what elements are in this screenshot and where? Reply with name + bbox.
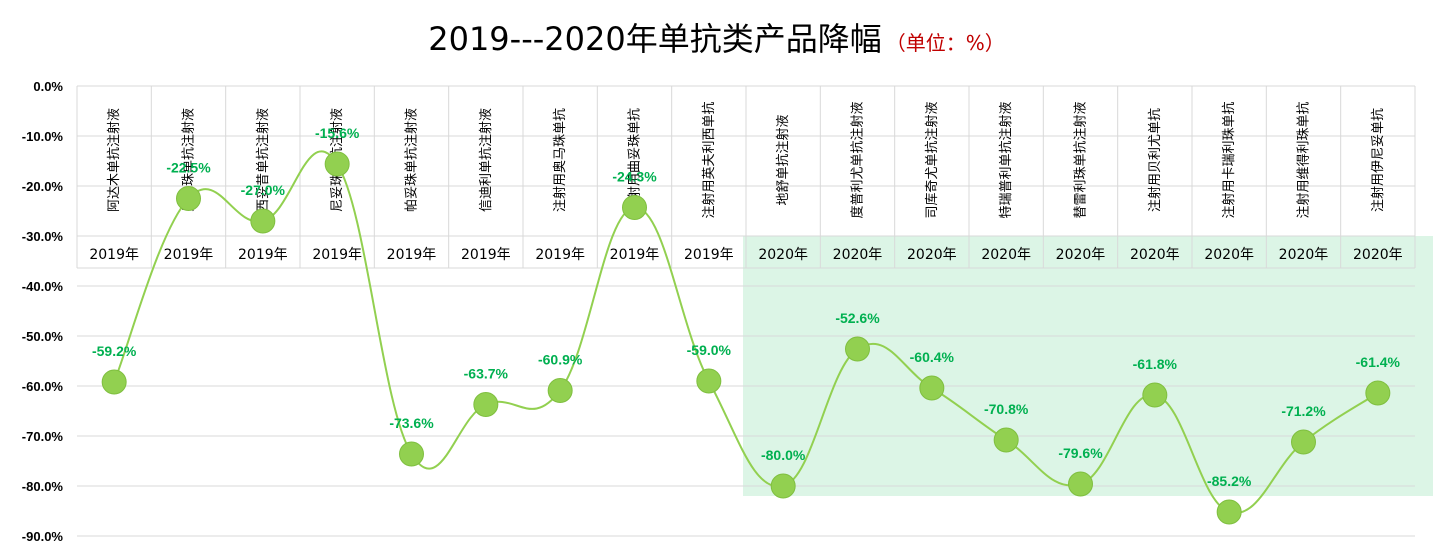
data-label: -85.2% <box>1207 473 1252 489</box>
y-tick-label: 0.0% <box>33 79 63 94</box>
data-label: -80.0% <box>761 447 806 463</box>
year-label: 2020年 <box>907 247 957 263</box>
year-label: 2019年 <box>610 247 660 263</box>
year-label: 2019年 <box>89 247 139 263</box>
product-name-label: 贝伐珠单抗注射液 <box>181 108 197 212</box>
year-label: 2019年 <box>164 247 214 263</box>
product-name-label: 注射用伊尼妥单抗 <box>1370 108 1386 212</box>
year-label: 2020年 <box>1204 247 1254 263</box>
data-point <box>1365 380 1391 406</box>
data-label: -24.3% <box>612 169 657 185</box>
data-label: -73.6% <box>389 415 434 431</box>
data-point <box>993 427 1019 453</box>
data-label: -60.4% <box>910 349 955 365</box>
data-point <box>101 369 127 395</box>
data-label: -61.4% <box>1356 354 1401 370</box>
unit-note: （单位：%） <box>885 31 1005 55</box>
data-label: -60.9% <box>538 352 583 368</box>
product-name-label: 特瑞普利单抗注射液 <box>998 101 1014 218</box>
product-name-label: 度普利尤单抗注射液 <box>850 101 866 218</box>
product-name-label: 替雷利珠单抗注射液 <box>1073 101 1089 218</box>
year-label: 2020年 <box>1056 247 1106 263</box>
product-name-label: 司库奇尤单抗注射液 <box>924 101 940 218</box>
y-tick-label: -40.0% <box>22 279 64 294</box>
data-label: -71.2% <box>1281 403 1326 419</box>
year-label: 2020年 <box>833 247 883 263</box>
year-label: 2020年 <box>1279 247 1329 263</box>
y-tick-label: -50.0% <box>22 329 64 344</box>
data-point <box>1068 471 1093 497</box>
data-point <box>547 378 573 403</box>
product-name-label: 注射用卡瑞利珠单抗 <box>1221 101 1237 218</box>
product-name-label: 西妥昔单抗注射液 <box>255 108 271 212</box>
data-label: -70.8% <box>984 401 1029 417</box>
data-label: -27.0% <box>241 182 286 198</box>
data-label: -15.6% <box>315 125 360 141</box>
product-name-label: 注射用奥马珠单抗 <box>552 108 568 212</box>
data-label: -59.0% <box>687 342 732 358</box>
data-label: -61.8% <box>1133 356 1178 372</box>
year-label: 2019年 <box>312 247 362 263</box>
data-point <box>176 186 201 211</box>
product-name-label: 帕妥珠单抗注射液 <box>404 108 420 212</box>
year-label: 2020年 <box>1130 247 1180 263</box>
y-tick-label: -10.0% <box>22 129 64 144</box>
year-label: 2020年 <box>1353 247 1403 263</box>
data-point <box>919 375 945 401</box>
y-tick-label: -60.0% <box>22 379 64 394</box>
data-label: -59.2% <box>92 343 137 359</box>
data-label: -22.5% <box>166 160 211 176</box>
data-point <box>770 473 796 499</box>
year-label: 2019年 <box>684 247 734 263</box>
y-tick-label: -80.0% <box>22 479 64 494</box>
y-tick-label: -70.0% <box>22 429 64 444</box>
product-name-label: 地舒单抗注射液 <box>775 114 791 205</box>
data-label: -52.6% <box>835 310 880 326</box>
year-label: 2019年 <box>387 247 437 263</box>
highlight-region-2020 <box>743 236 1433 496</box>
data-point <box>324 151 350 177</box>
data-point <box>1216 499 1242 525</box>
data-point <box>399 441 424 467</box>
y-tick-label: -20.0% <box>22 179 64 194</box>
data-point <box>696 368 722 394</box>
year-label: 2019年 <box>238 247 288 263</box>
chart-title: 2019---2020年单抗类产品降幅 <box>428 20 882 58</box>
data-point <box>250 208 276 234</box>
data-point <box>1291 429 1316 455</box>
year-label: 2019年 <box>461 247 511 263</box>
data-point <box>845 336 870 362</box>
data-point <box>473 392 499 417</box>
data-point <box>622 195 647 220</box>
product-name-label: 注射用曲妥珠单抗 <box>627 108 643 212</box>
product-name-label: 注射用英夫利西单抗 <box>701 101 717 218</box>
year-label: 2020年 <box>758 247 808 263</box>
product-name-label: 注射用维得利珠单抗 <box>1296 101 1312 218</box>
product-name-label: 阿达木单抗注射液 <box>106 108 122 212</box>
product-name-label: 注射用贝利尤单抗 <box>1147 108 1163 212</box>
data-point <box>1142 382 1168 408</box>
y-tick-label: -30.0% <box>22 229 64 244</box>
year-label: 2020年 <box>981 247 1031 263</box>
data-label: -63.7% <box>464 366 509 382</box>
chart-title-wrap: 2019---2020年单抗类产品降幅 （单位：%） <box>0 14 1433 60</box>
data-label: -79.6% <box>1058 445 1103 461</box>
product-name-label: 信迪利单抗注射液 <box>478 108 494 212</box>
y-tick-label: -90.0% <box>22 529 64 544</box>
year-label: 2019年 <box>535 247 585 263</box>
